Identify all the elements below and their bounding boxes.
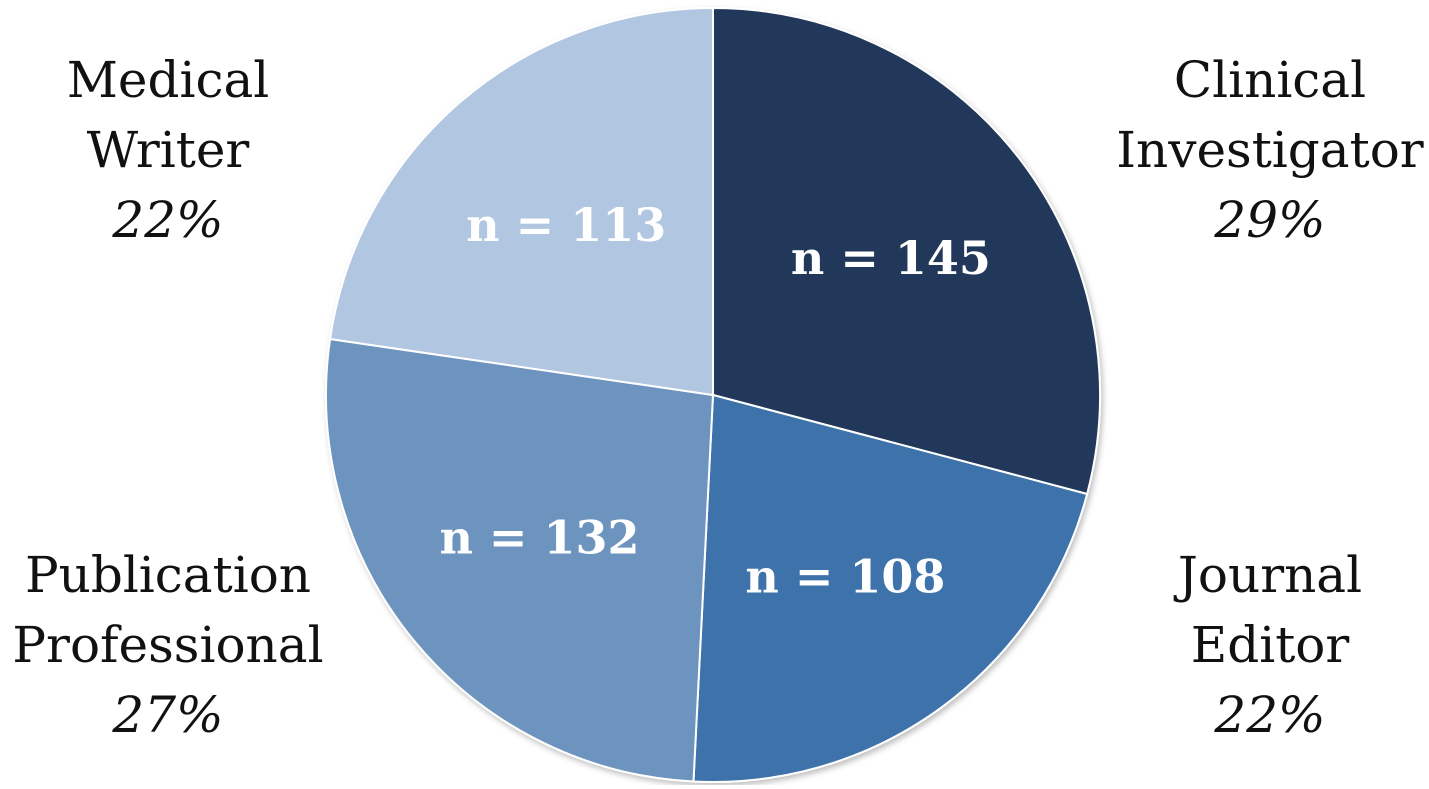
pie-slice-publication-professional — [325, 337, 715, 783]
slice-count-label: n = 108 — [745, 549, 945, 603]
pie-slice-journal-editor — [692, 393, 1089, 783]
category-line-1: Publication — [24, 546, 312, 604]
label-medical-writer: Medical Writer 22% — [0, 45, 338, 255]
slice-count-label: n = 145 — [791, 231, 991, 285]
percent-label: 22% — [1214, 686, 1326, 744]
category-line-2: Investigator — [1116, 121, 1424, 179]
category-line-1: Clinical — [1173, 51, 1367, 109]
label-clinical-investigator: Clinical Investigator 29% — [1100, 45, 1429, 255]
percent-label: 29% — [1214, 191, 1326, 249]
category-line-2: Professional — [12, 616, 324, 674]
percent-label: 22% — [112, 191, 224, 249]
label-publication-professional: Publication Professional 27% — [0, 540, 338, 750]
pie-slice-medical-writer — [328, 6, 714, 397]
category-line-1: Medical — [66, 51, 270, 109]
category-line-2: Writer — [86, 121, 250, 179]
category-line-2: Editor — [1190, 616, 1350, 674]
percent-label: 27% — [112, 686, 224, 744]
slice-count-label: n = 113 — [466, 198, 666, 252]
pie-slice-clinical-investigator — [712, 6, 1101, 496]
category-line-1: Journal — [1177, 546, 1363, 604]
slice-count-label: n = 132 — [439, 511, 639, 565]
label-journal-editor: Journal Editor 22% — [1100, 540, 1429, 750]
